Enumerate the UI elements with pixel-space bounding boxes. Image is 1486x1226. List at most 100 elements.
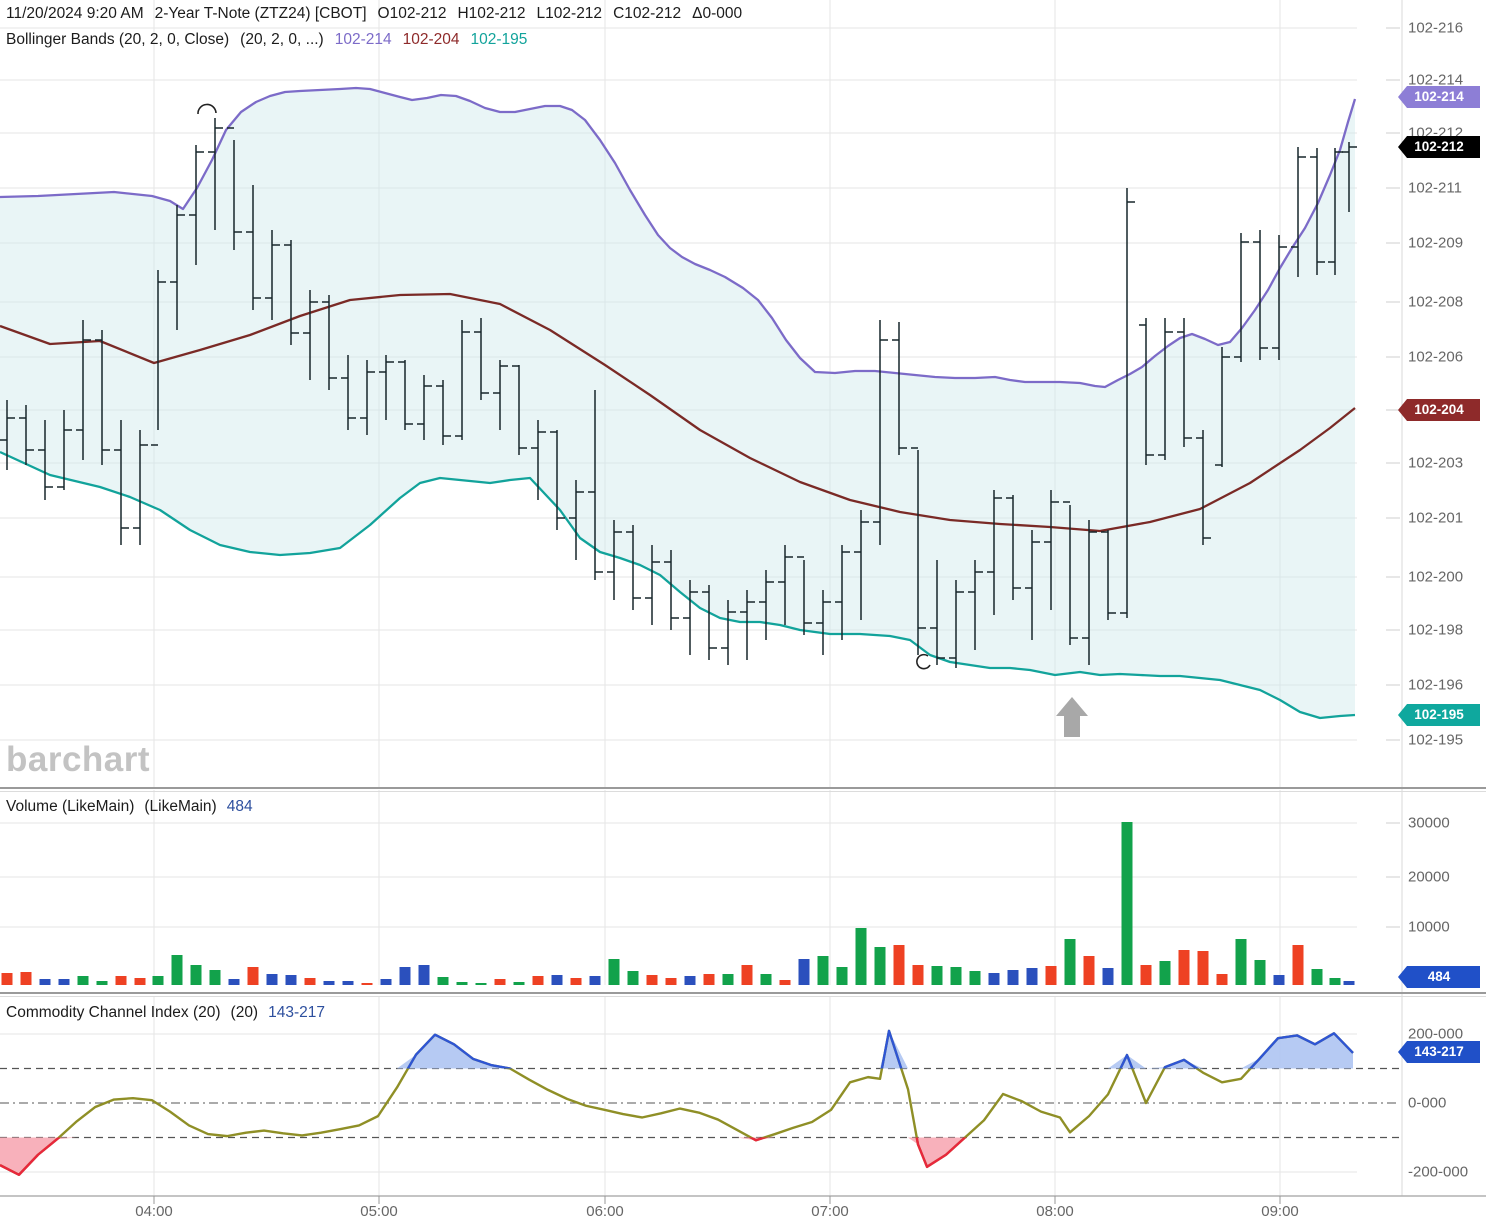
volume-bar <box>665 978 677 985</box>
volume-axis-label: 10000 <box>1408 918 1450 936</box>
volume-bar <box>77 976 89 985</box>
volume-axis-label: 30000 <box>1408 814 1450 832</box>
price-axis-label: 102-200 <box>1408 568 1464 586</box>
volume-bar <box>380 979 392 985</box>
time-axis-label: 05:00 <box>360 1203 398 1220</box>
volume-bar <box>96 981 108 985</box>
volume-bar <box>1045 966 1057 985</box>
price-axis-label: 102-198 <box>1408 621 1464 639</box>
price-axis-label: 102-196 <box>1408 676 1464 694</box>
quote-header: 11/20/2024 9:20 AM 2-Year T-Note (ZTZ24) … <box>6 5 753 23</box>
volume-bar <box>190 965 202 985</box>
cci-line-below <box>0 1137 967 1176</box>
volume-bar <box>1235 939 1247 985</box>
quote-close: C102-212 <box>613 5 682 22</box>
volume-bar <box>513 982 525 985</box>
price-axis-label: 102-208 <box>1408 293 1464 311</box>
cci-axis-label: 200-000 <box>1408 1025 1464 1043</box>
volume-bar <box>304 978 316 985</box>
price-badge: 102-212 <box>1398 136 1480 158</box>
volume-bar <box>1121 822 1133 985</box>
volume-bar <box>1292 945 1304 985</box>
volume-bar <box>874 947 886 985</box>
time-axis-label: 09:00 <box>1261 1203 1299 1220</box>
volume-bar <box>418 965 430 985</box>
volume-bar <box>1083 956 1095 985</box>
volume-title: Volume (LikeMain) <box>6 798 135 815</box>
volume-bar <box>475 983 487 985</box>
volume-bar <box>1273 975 1285 985</box>
volume-bar <box>1197 951 1209 985</box>
volume-bar <box>1102 968 1114 985</box>
barchart-logo: barchart <box>6 740 151 779</box>
volume-bar <box>1 973 13 985</box>
volume-bar <box>1216 974 1228 985</box>
volume-bar <box>1026 968 1038 985</box>
bollinger-upper-line <box>0 86 1357 389</box>
volume-value: 484 <box>226 798 253 815</box>
volume-bar <box>950 967 962 985</box>
volume-bar <box>1254 960 1266 985</box>
price-badge: 102-195 <box>1398 704 1480 726</box>
cci-value: 143-217 <box>268 1004 325 1021</box>
quote-open: O102-212 <box>377 5 447 22</box>
volume-bar <box>115 976 127 985</box>
volume-bar <box>1159 961 1171 985</box>
price-axis-label: 102-214 <box>1408 71 1464 89</box>
volume-bar <box>1007 970 1019 985</box>
cci-fill-below <box>0 1137 1353 1175</box>
price-axis-label: 102-195 <box>1408 731 1464 749</box>
volume-bar <box>342 981 354 985</box>
volume-bar <box>1311 969 1323 985</box>
volume-params: (LikeMain) <box>144 798 217 815</box>
study-upper-value: 102-214 <box>334 31 392 48</box>
study-lower-value: 102-195 <box>470 31 528 48</box>
volume-bar <box>551 975 563 985</box>
volume-bar <box>608 959 620 985</box>
volume-bar <box>722 974 734 985</box>
volume-bar <box>969 971 981 985</box>
volume-bar <box>589 976 601 985</box>
cci-params: (20) <box>230 1004 259 1021</box>
study-middle-value: 102-204 <box>402 31 460 48</box>
volume-bar <box>494 979 506 985</box>
volume-bar <box>741 965 753 985</box>
quote-symbol: 2-Year T-Note (ZTZ24) [CBOT] <box>154 5 367 22</box>
volume-bar <box>323 981 335 985</box>
volume-bar <box>39 979 51 985</box>
volume-bar <box>817 956 829 985</box>
volume-bar <box>855 928 867 985</box>
bollinger-lower-line <box>0 450 1356 720</box>
volume-bar <box>134 978 146 985</box>
volume-bar <box>570 978 582 985</box>
price-badge: 102-214 <box>1398 86 1480 108</box>
volume-bar <box>171 955 183 985</box>
bollinger-fill <box>0 88 1355 718</box>
volume-bar <box>988 973 1000 985</box>
volume-bar <box>361 983 373 985</box>
price-axis-label: 102-216 <box>1408 19 1464 37</box>
quote-change: Δ0-000 <box>692 5 743 22</box>
volume-bar <box>266 974 278 985</box>
volume-bar <box>893 945 905 985</box>
price-badge: 102-204 <box>1398 399 1480 421</box>
price-axis-label: 102-206 <box>1408 348 1464 366</box>
cci-badge: 143-217 <box>1398 1041 1480 1063</box>
volume-bar <box>931 966 943 985</box>
volume-bar <box>627 971 639 985</box>
cci-axis-label: 0-000 <box>1408 1094 1447 1112</box>
volume-bar <box>456 982 468 985</box>
price-axis-label: 102-209 <box>1408 234 1464 252</box>
volume-header: Volume (LikeMain) (LikeMain) 484 <box>6 798 263 816</box>
study-header: Bollinger Bands (20, 2, 0, Close) (20, 2,… <box>6 31 538 49</box>
cci-header: Commodity Channel Index (20) (20) 143-217 <box>6 1004 335 1022</box>
volume-bar <box>399 967 411 985</box>
volume-bar <box>779 980 791 985</box>
cci-line-above <box>406 1029 1354 1069</box>
time-axis-label: 06:00 <box>586 1203 624 1220</box>
up-arrow-icon <box>1056 697 1088 737</box>
volume-bar <box>836 967 848 985</box>
time-axis-label: 04:00 <box>135 1203 173 1220</box>
